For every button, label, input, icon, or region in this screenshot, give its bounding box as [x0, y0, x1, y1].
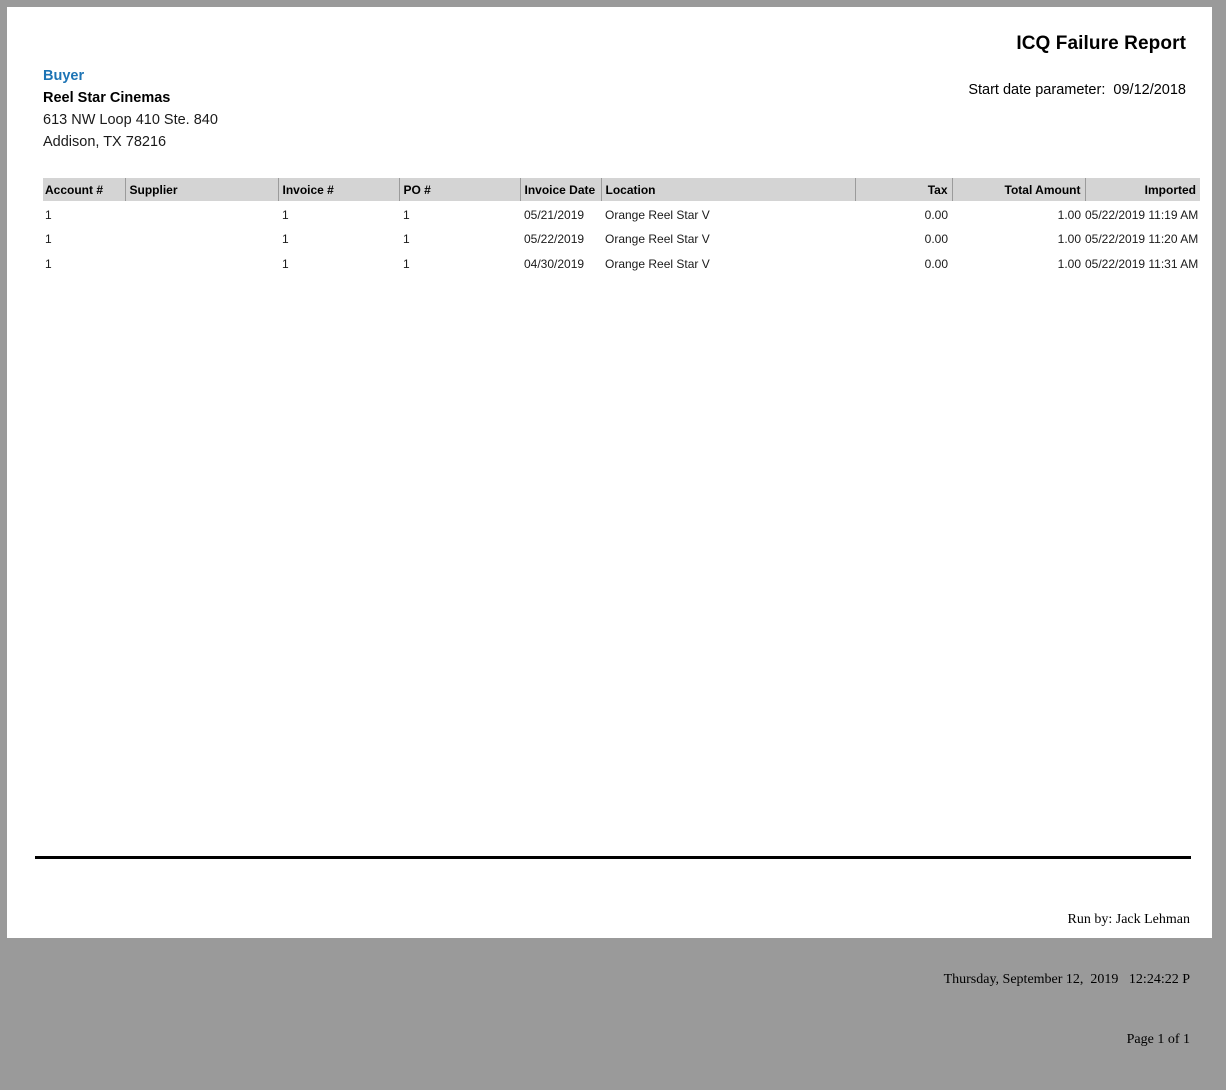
cell-account: 1	[45, 256, 52, 271]
cell-supplier	[125, 201, 278, 226]
cell-po: 1	[403, 231, 410, 246]
icq-failure-table: Account # Supplier Invoice # PO # Invoic…	[43, 178, 1200, 276]
buyer-name: Reel Star Cinemas	[43, 90, 171, 106]
cell-total-amount: 1.00	[1057, 256, 1081, 271]
cell-po: 1	[403, 207, 410, 222]
cell-invoice: 1	[282, 231, 289, 246]
table-row: 1 1 1 04/30/2019 Orange Reel Star V 0.00…	[43, 251, 1200, 276]
cell-invoice-date: 04/30/2019	[524, 256, 585, 271]
report-footer: Run by: Jack Lehman Thursday, September …	[944, 870, 1190, 1090]
column-header-account: Account #	[43, 178, 125, 201]
cell-imported: 05/22/2019 11:19 AM	[1085, 207, 1199, 222]
column-header-total-amount: Total Amount	[951, 178, 1085, 201]
footer-divider	[35, 856, 1191, 859]
footer-timestamp: Thursday, September 12, 2019 12:24:22 P	[943, 972, 1190, 987]
cell-imported: 05/22/2019 11:31 AM	[1085, 256, 1199, 271]
column-header-tax: Tax	[854, 178, 952, 201]
cell-tax: 0.00	[924, 207, 948, 222]
cell-supplier	[125, 226, 278, 251]
cell-location: Orange Reel Star V	[605, 231, 710, 246]
column-header-supplier: Supplier	[124, 178, 278, 201]
cell-tax: 0.00	[924, 231, 948, 246]
column-header-imported: Imported	[1084, 178, 1200, 201]
cell-total-amount: 1.00	[1057, 231, 1081, 246]
footer-run-by: Run by: Jack Lehman	[1067, 912, 1190, 927]
buyer-address-line-1: 613 NW Loop 410 Ste. 840	[43, 112, 218, 128]
column-header-po: PO #	[398, 178, 520, 201]
buyer-label: Buyer	[43, 68, 85, 84]
column-header-invoice-date: Invoice Date	[519, 178, 601, 201]
start-date-parameter: Start date parameter: 09/12/2018	[944, 63, 1186, 117]
report-page: ICQ Failure Report Start date parameter:…	[7, 7, 1212, 1047]
cell-imported: 05/22/2019 11:20 AM	[1085, 231, 1199, 246]
table-row: 1 1 1 05/22/2019 Orange Reel Star V 0.00…	[43, 226, 1200, 251]
cell-invoice: 1	[282, 256, 289, 271]
start-date-label: Start date parameter:	[968, 82, 1106, 98]
cell-invoice-date: 05/22/2019	[524, 231, 585, 246]
cell-invoice-date: 05/21/2019	[524, 207, 585, 222]
buyer-block: Buyer Reel Star Cinemas 613 NW Loop 410 …	[43, 65, 218, 153]
table-header-row: Account # Supplier Invoice # PO # Invoic…	[43, 178, 1200, 201]
cell-location: Orange Reel Star V	[605, 207, 710, 222]
column-header-invoice: Invoice #	[277, 178, 399, 201]
cell-total-amount: 1.00	[1057, 207, 1081, 222]
report-header: ICQ Failure Report Start date parameter:…	[944, 33, 1186, 117]
footer-page-number: Page 1 of 1	[1126, 1032, 1190, 1047]
cell-account: 1	[45, 231, 52, 246]
buyer-address-line-2: Addison, TX 78216	[43, 134, 167, 150]
column-header-location: Location	[600, 178, 855, 201]
cell-account: 1	[45, 207, 52, 222]
table-row: 1 1 1 05/21/2019 Orange Reel Star V 0.00…	[43, 201, 1200, 226]
cell-po: 1	[403, 256, 410, 271]
cell-invoice: 1	[282, 207, 289, 222]
start-date-value: 09/12/2018	[1113, 82, 1186, 98]
cell-supplier	[125, 251, 278, 276]
cell-tax: 0.00	[924, 256, 948, 271]
report-title: ICQ Failure Report	[1016, 33, 1186, 54]
cell-location: Orange Reel Star V	[605, 256, 710, 271]
